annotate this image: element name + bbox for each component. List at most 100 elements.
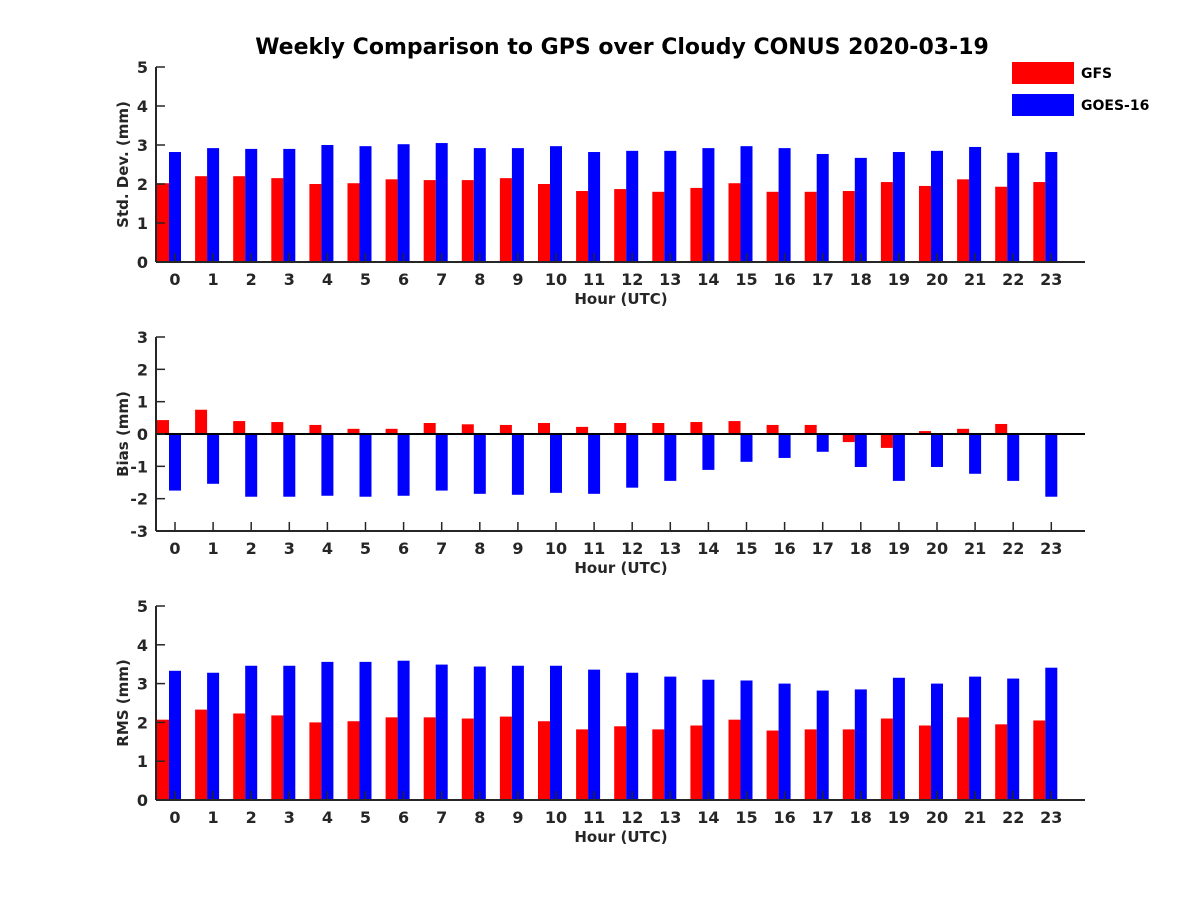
bar	[195, 176, 208, 262]
bar	[511, 434, 524, 495]
x-tick-label: 17	[812, 539, 834, 558]
y-axis-label: Bias (mm)	[114, 391, 132, 477]
x-tick-label: 5	[360, 270, 371, 289]
bar	[690, 725, 703, 800]
bar	[169, 670, 181, 800]
y-tick-label: 2	[137, 713, 148, 732]
y-tick-label: -3	[130, 522, 148, 541]
y-tick-label: -2	[130, 490, 148, 509]
bar	[842, 191, 855, 262]
bar	[385, 179, 398, 262]
bar	[461, 424, 474, 434]
x-tick-label: 12	[621, 808, 643, 827]
bar	[766, 730, 779, 800]
bar	[1045, 667, 1058, 800]
bar	[969, 434, 982, 474]
x-tick-label: 4	[322, 808, 333, 827]
bar	[740, 146, 753, 262]
x-tick-label: 18	[850, 539, 872, 558]
bar	[359, 661, 372, 800]
x-tick-label: 7	[436, 270, 447, 289]
y-tick-label: 0	[137, 425, 148, 444]
bar	[740, 680, 753, 800]
x-tick-label: 15	[735, 539, 757, 558]
y-tick-label: 1	[137, 393, 148, 412]
bar	[233, 176, 246, 262]
legend-swatch	[1012, 94, 1074, 116]
bar	[538, 721, 550, 800]
bar	[728, 719, 741, 800]
chart-legend: GFS GOES-16	[1012, 62, 1149, 116]
bar	[842, 434, 855, 443]
bar	[233, 713, 246, 800]
x-tick-label: 15	[735, 270, 757, 289]
y-axis-label: RMS (mm)	[114, 659, 132, 746]
bar	[931, 683, 943, 800]
bar	[423, 717, 436, 800]
x-tick-label: 3	[284, 270, 295, 289]
bar	[347, 721, 360, 800]
bar	[385, 717, 398, 800]
bar	[397, 660, 410, 800]
bar	[473, 434, 486, 494]
y-tick-label: 0	[137, 253, 148, 272]
x-tick-label: 5	[360, 539, 371, 558]
x-tick-label: 16	[773, 539, 795, 558]
bar	[664, 434, 677, 481]
bar	[538, 184, 550, 262]
bar	[169, 434, 181, 491]
x-tick-label: 16	[773, 808, 795, 827]
x-tick-label: 20	[926, 270, 948, 289]
bar	[511, 148, 524, 262]
x-tick-label: 10	[545, 808, 567, 827]
bar	[576, 729, 589, 800]
bar	[816, 153, 829, 262]
x-tick-label: 21	[964, 539, 986, 558]
bar	[740, 434, 753, 462]
x-tick-label: 12	[621, 270, 643, 289]
x-tick-label: 16	[773, 270, 795, 289]
bar	[1007, 434, 1020, 481]
x-tick-label: 19	[888, 539, 910, 558]
x-tick-label: 0	[169, 539, 180, 558]
bar	[435, 434, 448, 491]
bar	[919, 725, 931, 800]
x-tick-label: 21	[964, 270, 986, 289]
bar	[233, 421, 246, 434]
bar	[207, 672, 220, 800]
bar	[1045, 434, 1058, 497]
series-gfs	[157, 176, 1046, 262]
x-tick-label: 5	[360, 808, 371, 827]
bar	[321, 434, 334, 496]
bar	[778, 148, 791, 262]
x-tick-label: 2	[246, 808, 257, 827]
x-tick-label: 7	[436, 808, 447, 827]
bar	[359, 146, 372, 262]
bar	[283, 665, 296, 800]
x-tick-label: 20	[926, 539, 948, 558]
x-tick-label: 2	[246, 270, 257, 289]
bar	[511, 665, 524, 800]
chart-title: Weekly Comparison to GPS over Cloudy CON…	[255, 35, 989, 60]
legend-label: GFS	[1081, 66, 1112, 82]
bar	[728, 183, 741, 262]
bar	[804, 729, 817, 800]
bar	[995, 423, 1008, 434]
bar	[461, 718, 474, 800]
x-tick-label: 22	[1002, 808, 1024, 827]
x-tick-label: 22	[1002, 270, 1024, 289]
bar	[957, 717, 970, 800]
x-tick-label: 1	[208, 539, 219, 558]
bar	[550, 146, 562, 262]
x-tick-label: 18	[850, 270, 872, 289]
bar	[995, 724, 1008, 800]
x-tick-label: 8	[474, 270, 485, 289]
bar	[195, 709, 208, 800]
bar	[778, 683, 791, 800]
x-axis-label: Hour (UTC)	[574, 828, 667, 846]
bar	[347, 183, 360, 262]
bar	[919, 431, 931, 434]
